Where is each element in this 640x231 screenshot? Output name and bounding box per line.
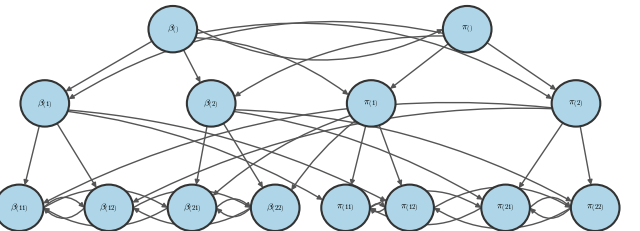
FancyArrowPatch shape	[68, 111, 385, 201]
FancyArrowPatch shape	[391, 45, 448, 88]
FancyArrowPatch shape	[195, 127, 207, 184]
FancyArrowPatch shape	[371, 208, 385, 213]
FancyArrowPatch shape	[134, 208, 251, 226]
FancyArrowPatch shape	[235, 110, 570, 201]
Text: $\pi_{(12)}$: $\pi_{(12)}$	[400, 202, 419, 214]
FancyArrowPatch shape	[530, 198, 570, 208]
FancyArrowPatch shape	[68, 112, 321, 199]
FancyArrowPatch shape	[57, 124, 96, 187]
Ellipse shape	[20, 81, 69, 127]
FancyArrowPatch shape	[70, 22, 444, 99]
Text: $\beta_{(22)}$: $\beta_{(22)}$	[266, 201, 285, 215]
FancyArrowPatch shape	[184, 51, 200, 82]
FancyArrowPatch shape	[216, 199, 250, 208]
Text: $\beta_{(21)}$: $\beta_{(21)}$	[182, 201, 202, 215]
FancyArrowPatch shape	[371, 208, 481, 225]
FancyArrowPatch shape	[24, 126, 39, 184]
Text: $\pi_{(21)}$: $\pi_{(21)}$	[496, 202, 515, 214]
FancyArrowPatch shape	[67, 42, 152, 91]
Ellipse shape	[552, 81, 600, 127]
Ellipse shape	[321, 185, 370, 231]
FancyArrowPatch shape	[520, 123, 563, 187]
Ellipse shape	[481, 185, 530, 231]
FancyArrowPatch shape	[218, 208, 251, 217]
FancyArrowPatch shape	[196, 24, 551, 99]
FancyArrowPatch shape	[214, 116, 351, 195]
Ellipse shape	[0, 185, 44, 231]
Ellipse shape	[187, 81, 236, 127]
Text: $\pi_{(1)}$: $\pi_{(1)}$	[364, 98, 379, 110]
FancyArrowPatch shape	[370, 191, 480, 208]
FancyArrowPatch shape	[134, 109, 552, 202]
FancyArrowPatch shape	[133, 190, 250, 208]
FancyArrowPatch shape	[531, 208, 571, 218]
Ellipse shape	[148, 7, 197, 53]
Ellipse shape	[168, 185, 216, 231]
Text: $\pi_{(22)}$: $\pi_{(22)}$	[586, 202, 605, 214]
FancyArrowPatch shape	[435, 208, 571, 228]
FancyArrowPatch shape	[236, 37, 444, 96]
Text: $\beta_{(12)}$: $\beta_{(12)}$	[99, 201, 118, 215]
Text: $\pi_{(2)}$: $\pi_{(2)}$	[568, 98, 584, 110]
Text: $\pi_{()}$: $\pi_{()}$	[461, 24, 473, 36]
Text: $\beta_{(1)}$: $\beta_{(1)}$	[37, 97, 52, 111]
FancyArrowPatch shape	[223, 124, 262, 187]
FancyArrowPatch shape	[434, 187, 570, 208]
Ellipse shape	[443, 7, 492, 53]
Text: $\beta_{(11)}$: $\beta_{(11)}$	[10, 201, 29, 215]
FancyArrowPatch shape	[370, 203, 384, 208]
Text: $\beta_{()}$: $\beta_{()}$	[167, 23, 179, 37]
FancyArrowPatch shape	[197, 30, 442, 61]
Ellipse shape	[385, 185, 434, 231]
Ellipse shape	[251, 185, 300, 231]
FancyArrowPatch shape	[44, 103, 552, 203]
FancyArrowPatch shape	[45, 208, 84, 218]
Ellipse shape	[347, 81, 396, 127]
Ellipse shape	[84, 185, 133, 231]
Text: $\beta_{(2)}$: $\beta_{(2)}$	[204, 97, 219, 111]
FancyArrowPatch shape	[45, 208, 168, 227]
Text: $\pi_{(11)}$: $\pi_{(11)}$	[336, 202, 355, 214]
FancyArrowPatch shape	[580, 127, 592, 184]
FancyArrowPatch shape	[487, 43, 555, 90]
FancyArrowPatch shape	[380, 126, 401, 185]
FancyArrowPatch shape	[44, 189, 166, 208]
Ellipse shape	[571, 185, 620, 231]
FancyArrowPatch shape	[44, 198, 83, 208]
FancyArrowPatch shape	[195, 39, 348, 94]
FancyArrowPatch shape	[351, 126, 365, 184]
FancyArrowPatch shape	[292, 121, 355, 189]
FancyArrowPatch shape	[234, 112, 481, 199]
